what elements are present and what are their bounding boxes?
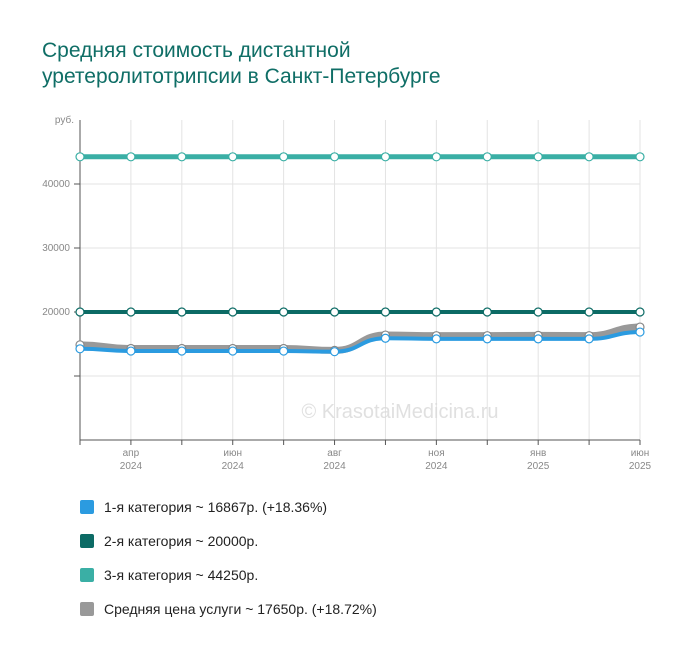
legend-item-4[interactable]: Средняя цена услуги ~ 17650р. (+18.72%) bbox=[80, 592, 377, 626]
legend-label-3: 3-я категория ~ 44250р. bbox=[104, 567, 259, 583]
data-point bbox=[380, 152, 391, 162]
x-tick-label-year: 2024 bbox=[120, 461, 143, 472]
data-point bbox=[126, 307, 136, 317]
data-point bbox=[431, 307, 441, 317]
legend-label-4: Средняя цена услуги ~ 17650р. (+18.72%) bbox=[104, 601, 377, 617]
watermark: © KrasotaiMedicina.ru bbox=[301, 401, 498, 423]
data-point bbox=[279, 346, 289, 356]
legend-swatch-4 bbox=[80, 602, 94, 616]
data-point bbox=[329, 152, 340, 162]
data-point bbox=[635, 152, 645, 162]
chart-title-line-1: Средняя стоимость дистантной bbox=[42, 39, 351, 62]
legend-swatch-2 bbox=[80, 534, 94, 548]
data-point bbox=[329, 347, 340, 357]
data-point bbox=[126, 346, 136, 356]
x-tick-label-year: 2024 bbox=[323, 461, 346, 472]
legend-item-1[interactable]: 1-я категория ~ 16867р. (+18.36%) bbox=[80, 490, 377, 524]
y-tick-label: 30000 bbox=[42, 243, 70, 254]
x-tick-label-month: янв bbox=[530, 448, 546, 459]
legend-swatch-1 bbox=[80, 500, 94, 514]
x-tick-label-month: июн bbox=[223, 448, 242, 459]
data-point bbox=[177, 346, 187, 356]
x-tick-label-year: 2025 bbox=[527, 461, 550, 472]
data-point bbox=[635, 327, 645, 337]
data-point bbox=[584, 307, 594, 317]
chart-title-line-2: уретеролитотрипсии в Санкт-Петербурге bbox=[42, 65, 441, 88]
data-point bbox=[228, 307, 238, 317]
y-tick-label: 20000 bbox=[42, 307, 70, 318]
data-point bbox=[533, 307, 543, 317]
x-tick-label-month: апр bbox=[123, 448, 140, 459]
legend-swatch-3 bbox=[80, 568, 94, 582]
x-tick-label-year: 2024 bbox=[425, 461, 448, 472]
data-point bbox=[228, 346, 238, 356]
data-point bbox=[482, 152, 492, 162]
data-point bbox=[380, 333, 391, 343]
data-point bbox=[380, 307, 391, 317]
legend-item-2[interactable]: 2-я категория ~ 20000р. bbox=[80, 524, 377, 558]
data-point bbox=[431, 152, 441, 162]
data-point bbox=[279, 152, 289, 162]
x-tick-label-year: 2025 bbox=[629, 461, 652, 472]
data-point bbox=[533, 334, 543, 344]
chart-legend: 1-я категория ~ 16867р. (+18.36%) 2-я ка… bbox=[80, 490, 377, 626]
data-point bbox=[279, 307, 289, 317]
data-point bbox=[75, 344, 85, 354]
data-point bbox=[482, 334, 492, 344]
data-point bbox=[584, 152, 594, 162]
legend-label-1: 1-я категория ~ 16867р. (+18.36%) bbox=[104, 499, 328, 515]
y-axis-label: руб. bbox=[55, 114, 74, 126]
data-point bbox=[228, 152, 238, 162]
data-point bbox=[177, 152, 187, 162]
data-point bbox=[329, 307, 340, 317]
line-chart: 20000 30000 40000 руб. апр 2024 июн 2024 авг 2024… bbox=[42, 114, 652, 472]
x-tick-label-month: июн bbox=[631, 448, 650, 459]
x-tick-label-month: ноя bbox=[428, 448, 445, 459]
y-tick-label: 40000 bbox=[42, 179, 70, 190]
x-tick-label-month: авг bbox=[327, 448, 342, 459]
data-point bbox=[75, 152, 85, 162]
data-point bbox=[533, 152, 543, 162]
data-point bbox=[584, 334, 594, 344]
legend-item-3[interactable]: 3-я категория ~ 44250р. bbox=[80, 558, 377, 592]
data-point bbox=[635, 307, 645, 317]
x-tick-label-year: 2024 bbox=[222, 461, 245, 472]
data-point bbox=[431, 334, 441, 344]
legend-label-2: 2-я категория ~ 20000р. bbox=[104, 533, 259, 549]
data-point bbox=[482, 307, 492, 317]
chart-title: Средняя стоимость дистантной уретеролито… bbox=[42, 38, 662, 90]
data-point bbox=[75, 307, 85, 317]
data-point bbox=[177, 307, 187, 317]
data-point bbox=[126, 152, 136, 162]
